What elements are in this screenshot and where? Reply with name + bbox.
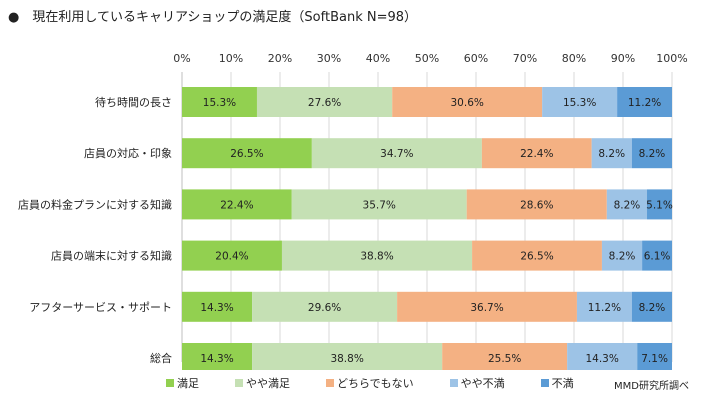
- bar-segment: [397, 291, 577, 322]
- data-label: 14.3%: [200, 353, 233, 365]
- x-tick-label: 20%: [268, 52, 292, 65]
- chart-title: ● 現在利用しているキャリアショップの満足度（SoftBank N=98）: [8, 10, 418, 25]
- legend-swatch: [166, 379, 174, 387]
- x-tick-label: 40%: [366, 52, 390, 65]
- legend-item: やや満足: [235, 375, 290, 391]
- bar-segment: [542, 87, 618, 117]
- bar-segment: [617, 87, 672, 117]
- data-label: 8.2%: [609, 251, 636, 263]
- bar-segment: [466, 189, 607, 220]
- bar-segment: [481, 138, 592, 169]
- bar-segment: [182, 189, 292, 220]
- category-label: 店員の端末に対する知識: [51, 249, 172, 263]
- data-label: 14.3%: [200, 302, 233, 314]
- bar-segment: [601, 240, 643, 271]
- legend-swatch: [235, 379, 243, 387]
- x-tick-label: 70%: [513, 52, 537, 65]
- legend-item: どちらでもない: [326, 375, 414, 391]
- data-label: 8.2%: [639, 148, 666, 160]
- bar-segment: [567, 343, 638, 370]
- category-label: 待ち時間の長さ: [95, 95, 172, 109]
- bar-segment: [291, 189, 467, 220]
- stacked-bar-chart: 0% 10% 20% 30% 40% 50% 60% 70% 80% 90% 100% 待ち時間の長…: [18, 52, 688, 370]
- bar-segment: [252, 291, 398, 322]
- bar-segment: [182, 87, 257, 117]
- data-label: 29.6%: [308, 302, 341, 314]
- data-label: 20.4%: [215, 251, 248, 263]
- bar-segment: [256, 87, 393, 117]
- legend-swatch: [326, 379, 334, 387]
- bar-segment: [606, 189, 648, 220]
- legend-label: どちらでもない: [337, 377, 414, 390]
- data-label: 11.2%: [628, 97, 661, 109]
- legend-label: やや満足: [246, 377, 290, 390]
- bars: 15.3% 27.6% 30.6% 15.3% 11.2% 26.5% 34.7% 22.4%…: [182, 87, 673, 370]
- x-tick-label: 10%: [219, 52, 243, 65]
- bar-segment: [472, 240, 602, 271]
- bar-segment: [182, 138, 312, 169]
- legend-swatch: [540, 379, 549, 387]
- legend-label: 満足: [177, 377, 199, 390]
- x-tick-label: 100%: [656, 52, 687, 65]
- legend-item: やや不満: [449, 375, 505, 391]
- category-label: 店員の料金プランに対する知識: [18, 197, 172, 211]
- bar-segment: [182, 240, 282, 271]
- x-tick-label: 0%: [173, 52, 190, 65]
- data-label: 26.5%: [230, 148, 263, 160]
- x-tick-label: 30%: [317, 52, 341, 65]
- legend-item: 満足: [166, 375, 199, 391]
- data-label: 38.8%: [360, 251, 393, 263]
- data-label: 22.4%: [520, 148, 553, 160]
- data-label: 15.3%: [563, 97, 596, 109]
- bar-segment: [442, 343, 568, 370]
- x-axis-tick-labels: 0% 10% 20% 30% 40% 50% 60% 70% 80% 90% 100%: [173, 52, 687, 65]
- x-tick-label: 50%: [415, 52, 439, 65]
- data-label: 30.6%: [451, 97, 484, 109]
- bar-segment: [281, 240, 473, 271]
- bar-segment: [182, 291, 253, 322]
- bar-segment: [311, 138, 482, 169]
- category-label: アフターサービス・サポート: [29, 301, 172, 314]
- data-label: 38.8%: [330, 353, 363, 365]
- data-label: 11.2%: [588, 302, 621, 314]
- data-label: 15.3%: [203, 97, 236, 109]
- category-label: 総合: [150, 351, 172, 365]
- category-label: 店員の対応・印象: [84, 146, 172, 160]
- legend-item: 不満: [540, 375, 574, 391]
- bar-segment: [637, 343, 672, 370]
- data-label: 8.2%: [614, 199, 641, 211]
- bar-segment: [252, 343, 443, 370]
- data-label: 6.1%: [644, 251, 671, 263]
- data-label: 8.2%: [639, 302, 666, 314]
- bar-segment: [576, 291, 632, 322]
- data-label: 22.4%: [220, 199, 253, 211]
- category-labels: 待ち時間の長さ店員の対応・印象店員の料金プランに対する知識店員の端末に対する知識…: [18, 95, 172, 365]
- bar-segment: [392, 87, 543, 117]
- legend-swatch: [449, 379, 458, 387]
- bar-segment: [631, 291, 672, 322]
- data-label: 5.1%: [646, 199, 673, 211]
- source-credit: MMD研究所調べ: [614, 381, 689, 392]
- data-label: 36.7%: [470, 302, 503, 314]
- data-label: 26.5%: [520, 251, 553, 263]
- data-label: 8.2%: [598, 148, 625, 160]
- data-label: 25.5%: [488, 353, 521, 365]
- bar-segment: [631, 138, 672, 169]
- x-tick-label: 80%: [562, 52, 586, 65]
- legend-label: 不満: [551, 377, 574, 390]
- data-label: 34.7%: [380, 148, 413, 160]
- x-tick-label: 60%: [464, 52, 488, 65]
- bar-segment: [591, 138, 632, 169]
- data-label: 7.1%: [641, 353, 668, 365]
- legend: 満足 やや満足 どちらでもない やや不満 不満: [166, 375, 610, 391]
- x-tick-label: 90%: [611, 52, 635, 65]
- data-label: 35.7%: [363, 199, 396, 211]
- data-label: 27.6%: [308, 97, 341, 109]
- bar-segment: [182, 343, 253, 370]
- legend-label: やや不満: [460, 377, 505, 390]
- data-label: 28.6%: [520, 199, 553, 211]
- data-label: 14.3%: [585, 353, 618, 365]
- bar-segment: [647, 189, 672, 220]
- bar-segment: [642, 240, 672, 271]
